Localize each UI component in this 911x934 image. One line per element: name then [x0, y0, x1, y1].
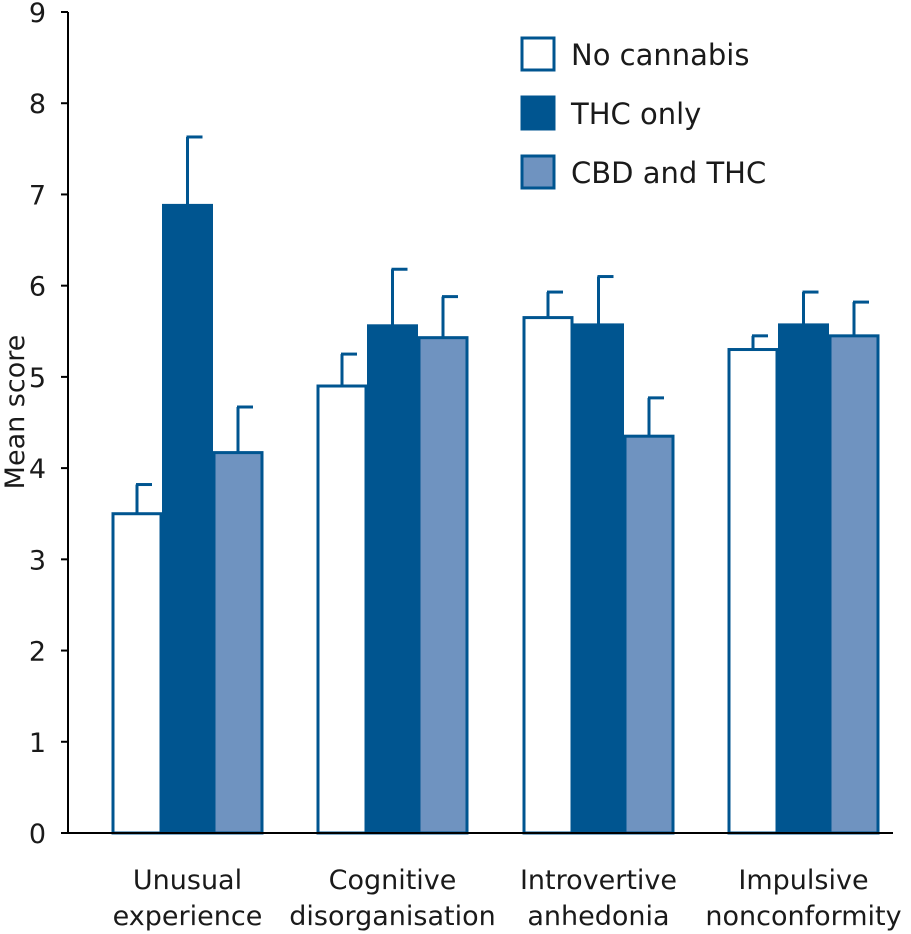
y-axis: 0 1 2 3 4 5 6 7 8 9: [29, 0, 69, 850]
legend-swatch: [520, 36, 556, 72]
bar: [212, 451, 264, 835]
y-tick-label: 5: [29, 363, 46, 394]
category-label: Unusual: [133, 865, 242, 896]
bar: [111, 512, 163, 835]
bar: [573, 323, 624, 835]
category-label: Introvertive: [520, 865, 677, 896]
category-label: disorganisation: [289, 901, 495, 932]
y-tick-label: 6: [29, 272, 46, 303]
bar: [417, 336, 469, 835]
bar: [778, 323, 829, 835]
legend-swatch: [520, 154, 556, 190]
y-tick-label: 8: [29, 89, 46, 120]
y-tick-label: 7: [29, 180, 46, 211]
category-label: experience: [113, 901, 263, 932]
y-tick-label: 9: [29, 0, 46, 29]
bar: [727, 348, 779, 835]
category-label: Impulsive: [738, 865, 868, 896]
y-axis-title: Mean score: [0, 335, 31, 490]
bar: [316, 384, 368, 835]
y-tick-label: 2: [29, 637, 46, 668]
legend-label: No cannabis: [571, 38, 749, 72]
legend-label: THC only: [570, 97, 701, 131]
bar: [522, 316, 574, 835]
category-label: anhedonia: [527, 901, 669, 932]
category-label: Cognitive: [329, 865, 457, 896]
bars: [111, 203, 880, 835]
category-label: nonconformity: [705, 901, 901, 932]
bar: [162, 203, 213, 835]
bar: [623, 434, 675, 835]
y-tick-label: 0: [29, 819, 46, 850]
bar: [828, 334, 880, 835]
y-tick-label: 4: [29, 454, 46, 485]
legend-swatch: [520, 95, 556, 131]
legend: No cannabis THC only CBD and THC: [520, 36, 766, 190]
legend-label: CBD and THC: [571, 156, 766, 190]
y-tick-label: 1: [29, 728, 46, 759]
bar: [367, 324, 418, 835]
error-bars: [135, 135, 869, 514]
category-labels: Unusual experience Cognitive disorganisatio…: [113, 865, 902, 932]
y-tick-label: 3: [29, 545, 46, 576]
